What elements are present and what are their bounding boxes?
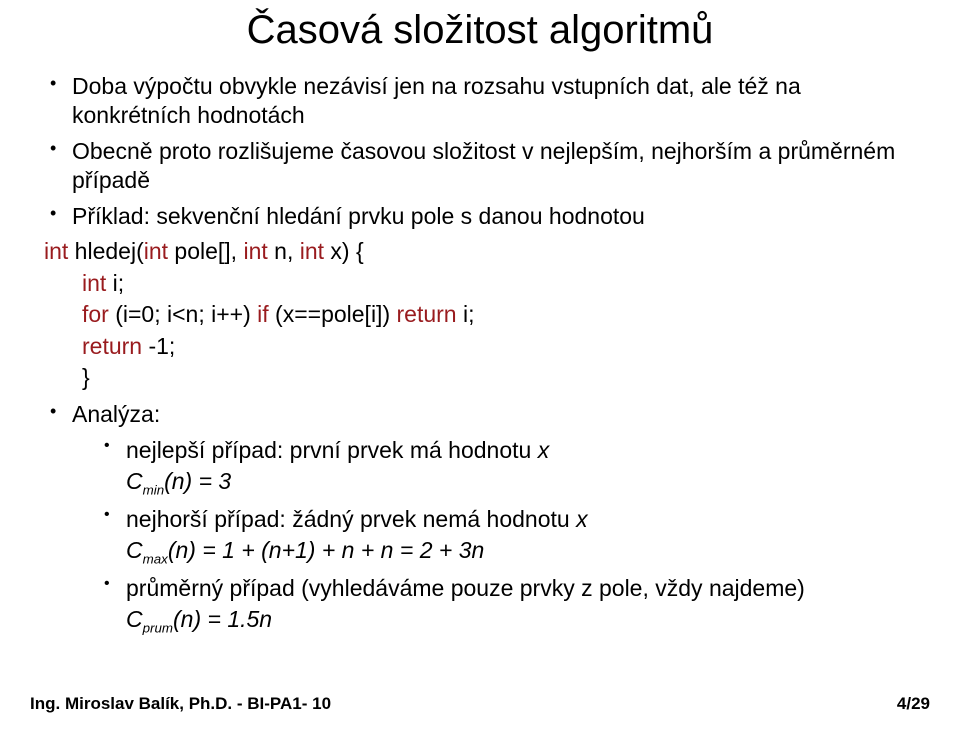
code-line: return -1; [44, 332, 916, 361]
text: nejhorší případ: žádný prvek nemá hodnot… [126, 506, 576, 532]
footer-author: Ing. Miroslav Balík, Ph.D. - BI-PA1- 10 [30, 694, 331, 713]
keyword: int [44, 238, 68, 264]
keyword: int [144, 238, 168, 264]
equation: Cmin(n) = 3 [44, 467, 916, 499]
code-line: int hledej(int pole[], int n, int x) { [44, 237, 916, 266]
code-text: -1; [142, 333, 175, 359]
var-x: x [576, 506, 588, 532]
sub-bullet-item: průměrný případ (vyhledáváme pouze prvky… [44, 574, 916, 603]
code-text: hledej( [68, 238, 143, 264]
bullet-item: Obecně proto rozlišujeme časovou složito… [44, 137, 916, 196]
keyword: int [82, 270, 106, 296]
eq-part: (n) = 3 [164, 468, 231, 494]
keyword: for [82, 301, 109, 327]
eq-part: C [126, 606, 143, 632]
text: nejlepší případ: první prvek má hodnotu [126, 437, 538, 463]
code-line: } [44, 363, 916, 392]
keyword: int [300, 238, 324, 264]
var-x: x [538, 437, 550, 463]
code-line: for (i=0; i<n; i++) if (x==pole[i]) retu… [44, 300, 916, 329]
slide-title: Časová složitost algoritmů [0, 8, 960, 53]
eq-part: C [126, 468, 143, 494]
eq-sub: prum [143, 621, 173, 636]
keyword: if [257, 301, 269, 327]
eq-sub: min [143, 483, 164, 498]
code-text: (i=0; i<n; i++) [109, 301, 257, 327]
slide-content: Doba výpočtu obvykle nezávisí jen na roz… [44, 72, 916, 643]
sub-bullet-item: nejhorší případ: žádný prvek nemá hodnot… [44, 505, 916, 534]
code-text: (x==pole[i]) [269, 301, 397, 327]
keyword: int [243, 238, 267, 264]
code-line: int i; [44, 269, 916, 298]
bullet-item: Doba výpočtu obvykle nezávisí jen na roz… [44, 72, 916, 131]
eq-part: C [126, 537, 143, 563]
footer-page: 4/29 [897, 694, 930, 714]
code-text: pole[], [168, 238, 243, 264]
keyword: return [397, 301, 457, 327]
eq-part: (n) = 1.5n [173, 606, 272, 632]
code-text: i; [106, 270, 124, 296]
code-text: i; [457, 301, 475, 327]
code-text: n, [268, 238, 300, 264]
sub-bullet-item: nejlepší případ: první prvek má hodnotu … [44, 436, 916, 465]
footer: Ing. Miroslav Balík, Ph.D. - BI-PA1- 10 … [30, 694, 930, 714]
equation: Cmax(n) = 1 + (n+1) + n + n = 2 + 3n [44, 536, 916, 568]
code-text: x) { [324, 238, 364, 264]
equation: Cprum(n) = 1.5n [44, 605, 916, 637]
eq-part: (n) = 1 + (n+1) + n + n = 2 + 3n [168, 537, 484, 563]
bullet-item: Analýza: [44, 400, 916, 429]
bullet-item: Příklad: sekvenční hledání prvku pole s … [44, 202, 916, 231]
slide: Časová složitost algoritmů Doba výpočtu … [0, 0, 960, 732]
keyword: return [82, 333, 142, 359]
eq-sub: max [143, 552, 168, 567]
